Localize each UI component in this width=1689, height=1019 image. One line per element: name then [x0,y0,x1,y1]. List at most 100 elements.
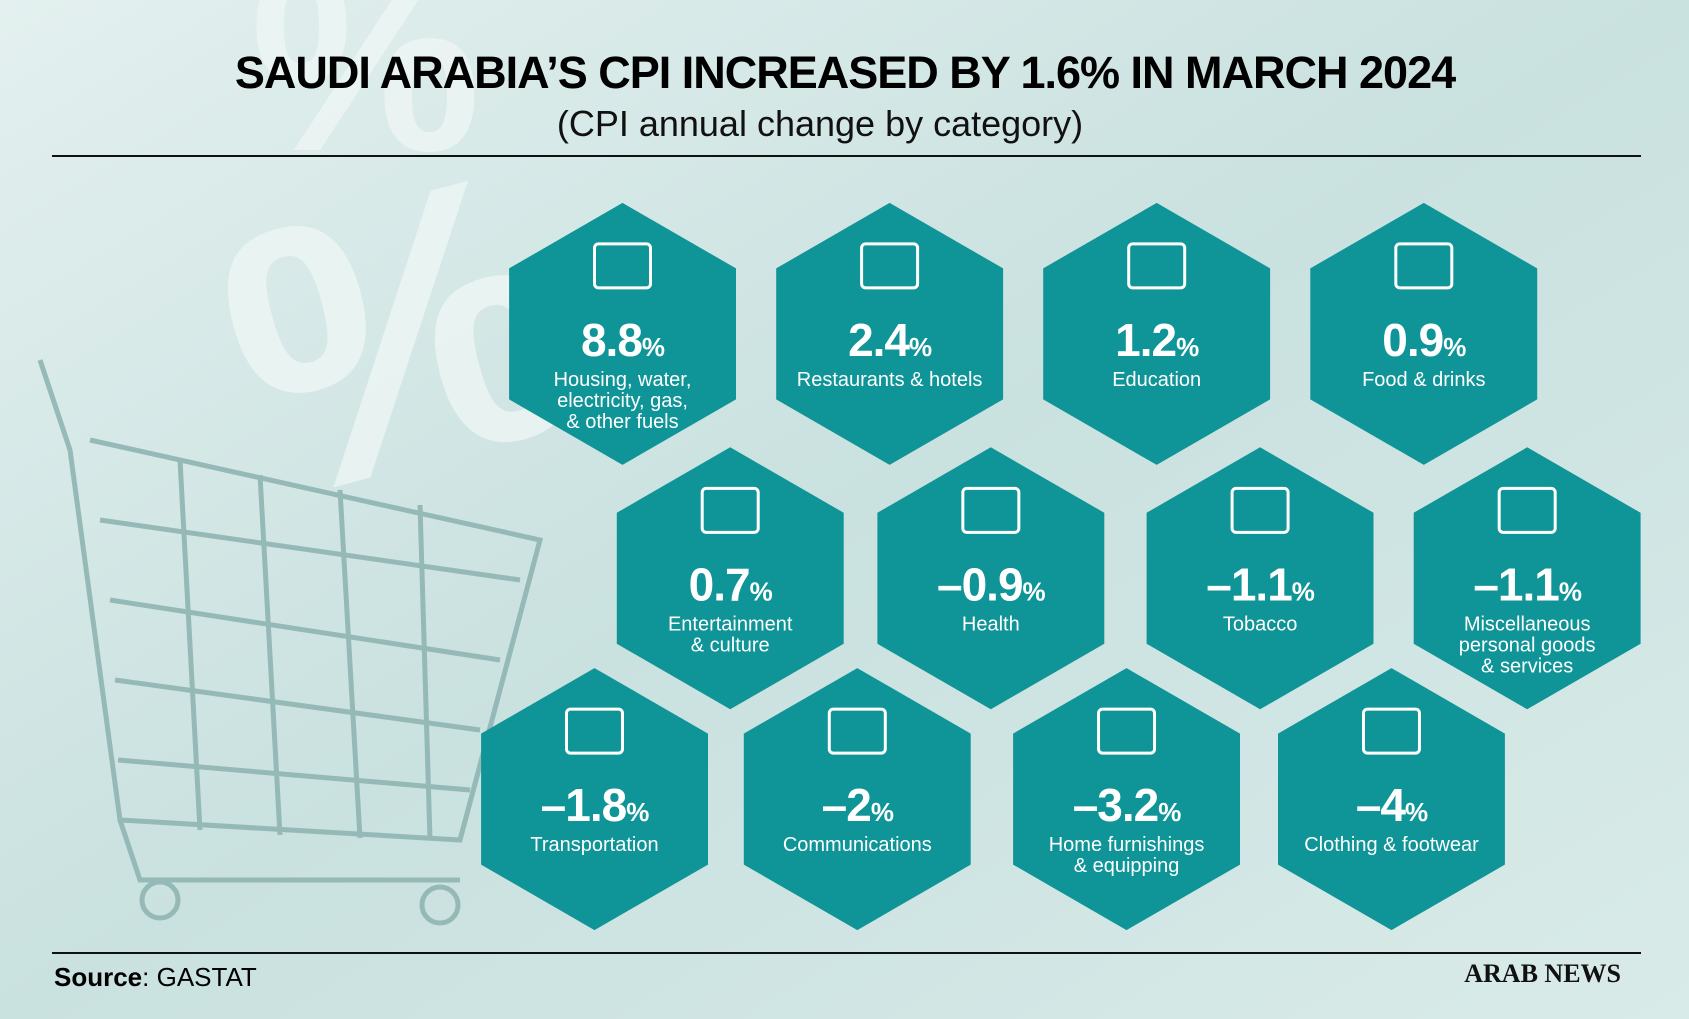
hexagon [776,202,1004,465]
value-number: –1.1 [1473,558,1559,610]
value: 1.2% [1115,314,1199,366]
icon [1127,242,1187,290]
hexagon [616,447,844,710]
category-label: Entertainment [668,613,793,635]
hexagon [1413,447,1641,710]
percent-sign: % [250,0,481,206]
category-label: personal goods [1459,634,1596,656]
value: –1.1% [1206,558,1315,610]
value-unit: % [1405,797,1428,827]
hexagon [1278,668,1505,931]
value: –1.1% [1473,558,1582,610]
value: –2% [822,779,894,831]
value: 0.7% [689,558,773,610]
hexagon [481,668,708,931]
value-unit: % [909,332,932,362]
icon [1497,486,1557,534]
hexagon-item: –2% Communications [743,668,971,931]
icon [593,242,653,290]
category-label: Home furnishings [1049,834,1205,856]
hexagon-item: 0.9% Food & drinks [1310,202,1538,465]
hexagon-item: 0.7% Entertainment& culture [616,447,844,710]
value-unit: % [1292,576,1315,606]
source-text: : GASTAT [142,962,257,992]
category-label: Education [1112,369,1201,391]
cart [37,359,544,926]
icon [1361,707,1421,755]
icon [700,486,760,534]
value: 8.8% [581,314,665,366]
value-number: –1.1 [1206,558,1292,610]
source-label: Source [54,962,142,992]
hexagon [1013,668,1240,931]
value: 0.9% [1382,314,1466,366]
icon [1394,242,1454,290]
hexagon [1310,202,1538,465]
value-number: 1.2 [1115,314,1176,366]
hexagon [509,202,736,465]
hexagon-grid: 8.8% Housing, water,electricity, gas,& ot… [481,202,1641,931]
category-label: Housing, water, [554,369,692,391]
hexagon-item: –3.2% Home furnishings& equipping [1013,668,1240,931]
hexagon-item: –1.8% Transportation [481,668,708,931]
category-label: Communications [783,834,932,856]
category-label: Restaurants & hotels [797,369,983,391]
value-number: –0.9 [937,558,1023,610]
value-number: 8.8 [581,314,642,366]
hexagon [1146,447,1374,710]
icon [860,242,920,290]
icon [1230,486,1290,534]
value-unit: % [626,797,649,827]
category-label: Transportation [530,834,658,856]
category-label: Miscellaneous [1464,613,1591,635]
value: –4% [1356,779,1428,831]
icon [961,486,1021,534]
value-unit: % [750,576,773,606]
value-number: 0.7 [689,558,750,610]
category-label: & services [1481,655,1573,677]
value-number: –4 [1356,779,1407,831]
value-unit: % [1176,332,1199,362]
icon [827,707,887,755]
icon [1097,707,1157,755]
value-unit: % [642,332,665,362]
hexagon-item: 8.8% Housing, water,electricity, gas,& ot… [509,202,736,465]
source: Source: GASTAT [54,962,257,992]
category-label: Food & drinks [1362,369,1485,391]
value-unit: % [1559,576,1582,606]
icon [565,707,625,755]
hexagon-item: 2.4% Restaurants & hotels [776,202,1004,465]
category-label: & culture [691,634,770,656]
category-label: Tobacco [1223,613,1298,635]
value: –0.9% [937,558,1046,610]
hexagon-item: –1.1% Tobacco [1146,447,1374,710]
category-label: & other fuels [566,411,678,433]
value-unit: % [1158,797,1181,827]
value-unit: % [871,797,894,827]
value-number: –1.8 [541,779,627,831]
value-unit: % [1443,332,1466,362]
hexagon [877,447,1105,710]
value: –3.2% [1073,779,1182,831]
value-number: 0.9 [1382,314,1443,366]
value-number: 2.4 [848,314,910,366]
value-number: –2 [822,779,871,831]
hexagon-item: 1.2% Education [1043,202,1271,465]
hexagon-item: –4% Clothing & footwear [1278,668,1505,931]
hexagon [1043,202,1271,465]
value: –1.8% [541,779,650,831]
brand: ARAB NEWS [1464,959,1621,988]
value-number: –3.2 [1073,779,1159,831]
subtitle: (CPI annual change by category) [557,103,1083,144]
value-unit: % [1023,576,1046,606]
category-label: & equipping [1074,855,1180,877]
category-label: electricity, gas, [557,390,688,412]
category-label: Clothing & footwear [1304,834,1479,856]
title: SAUDI ARABIA’S CPI INCREASED BY 1.6% IN … [235,47,1456,98]
value: 2.4% [848,314,932,366]
hexagon [743,668,971,931]
category-label: Health [962,613,1020,635]
hexagon-item: –0.9%Health [877,447,1105,710]
